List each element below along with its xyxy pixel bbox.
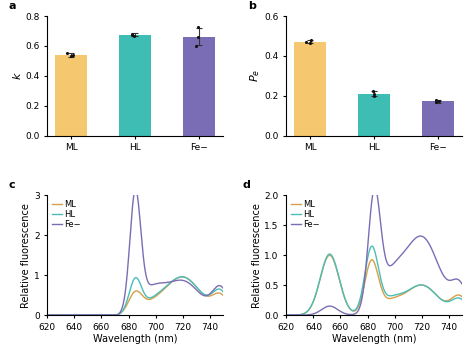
ML — [327, 253, 332, 257]
HL — [369, 244, 375, 248]
Text: a: a — [9, 1, 16, 11]
ML — [45, 313, 50, 317]
Fe− — [315, 310, 320, 314]
ML — [179, 275, 185, 279]
ML — [220, 293, 226, 298]
HL — [177, 275, 182, 279]
Point — [370, 91, 377, 96]
Fe− — [148, 283, 154, 287]
HL — [220, 289, 226, 294]
Point — [370, 93, 377, 99]
Point — [130, 33, 137, 38]
Fe− — [459, 282, 465, 286]
Fe− — [124, 275, 130, 279]
Point — [194, 24, 202, 30]
Fe− — [372, 186, 378, 190]
Point — [70, 52, 77, 57]
HL — [416, 283, 422, 287]
Fe− — [133, 187, 138, 192]
Bar — [55, 55, 87, 136]
Text: c: c — [9, 180, 15, 190]
Line: HL: HL — [286, 246, 462, 315]
Fe− — [45, 313, 50, 317]
HL — [90, 313, 95, 317]
HL — [45, 313, 50, 317]
Bar — [294, 42, 327, 136]
Text: d: d — [243, 180, 250, 190]
ML — [387, 297, 393, 301]
Bar — [119, 35, 151, 136]
Point — [67, 53, 74, 59]
Fe− — [220, 286, 226, 290]
ML — [162, 286, 168, 290]
ML — [401, 291, 407, 295]
ML — [90, 313, 95, 317]
ML — [148, 297, 154, 301]
Bar — [358, 94, 390, 136]
Line: Fe−: Fe− — [47, 189, 223, 315]
Fe− — [401, 250, 407, 254]
HL — [179, 275, 185, 279]
Fe− — [387, 263, 393, 268]
Fe− — [416, 234, 422, 239]
Y-axis label: Relative fluorescence: Relative fluorescence — [252, 203, 262, 308]
Fe− — [76, 313, 82, 317]
HL — [329, 253, 335, 257]
Fe− — [283, 313, 289, 317]
Line: ML: ML — [286, 255, 462, 315]
ML — [329, 255, 335, 259]
Point — [194, 35, 201, 40]
Legend: ML, HL, Fe−: ML, HL, Fe− — [289, 198, 321, 231]
Point — [369, 89, 376, 94]
HL — [315, 286, 320, 290]
Fe− — [177, 278, 183, 282]
HL — [148, 295, 154, 300]
Point — [192, 43, 200, 49]
ML — [177, 275, 182, 279]
Y-axis label: k: k — [13, 73, 23, 79]
ML — [283, 313, 289, 317]
ML — [416, 283, 422, 287]
ML — [124, 303, 130, 307]
Fe− — [162, 281, 168, 285]
Text: b: b — [248, 1, 255, 11]
Fe− — [329, 304, 335, 308]
Bar — [183, 37, 215, 136]
HL — [459, 298, 465, 302]
ML — [315, 287, 320, 291]
HL — [76, 313, 82, 317]
Point — [63, 50, 71, 56]
HL — [162, 286, 168, 290]
Line: Fe−: Fe− — [286, 188, 462, 315]
Legend: ML, HL, Fe−: ML, HL, Fe− — [50, 198, 82, 231]
Fe− — [90, 313, 95, 317]
Point — [302, 39, 310, 45]
X-axis label: Wavelength (nm): Wavelength (nm) — [332, 335, 417, 345]
X-axis label: Wavelength (nm): Wavelength (nm) — [93, 335, 178, 345]
Y-axis label: $P_e$: $P_e$ — [248, 69, 262, 82]
Fe− — [363, 265, 369, 269]
Y-axis label: Relative fluorescence: Relative fluorescence — [21, 203, 31, 308]
Point — [306, 40, 314, 46]
Bar — [422, 101, 454, 136]
ML — [364, 273, 369, 278]
HL — [363, 266, 369, 270]
HL — [387, 294, 393, 298]
Point — [307, 37, 315, 43]
Line: HL: HL — [47, 277, 223, 315]
Line: ML: ML — [47, 277, 223, 315]
ML — [76, 313, 82, 317]
HL — [401, 290, 407, 294]
Point — [433, 97, 440, 103]
Point — [436, 99, 443, 104]
Point — [128, 31, 136, 37]
Point — [432, 99, 439, 105]
HL — [283, 313, 289, 317]
ML — [459, 295, 465, 299]
HL — [124, 299, 130, 303]
Point — [128, 32, 136, 38]
